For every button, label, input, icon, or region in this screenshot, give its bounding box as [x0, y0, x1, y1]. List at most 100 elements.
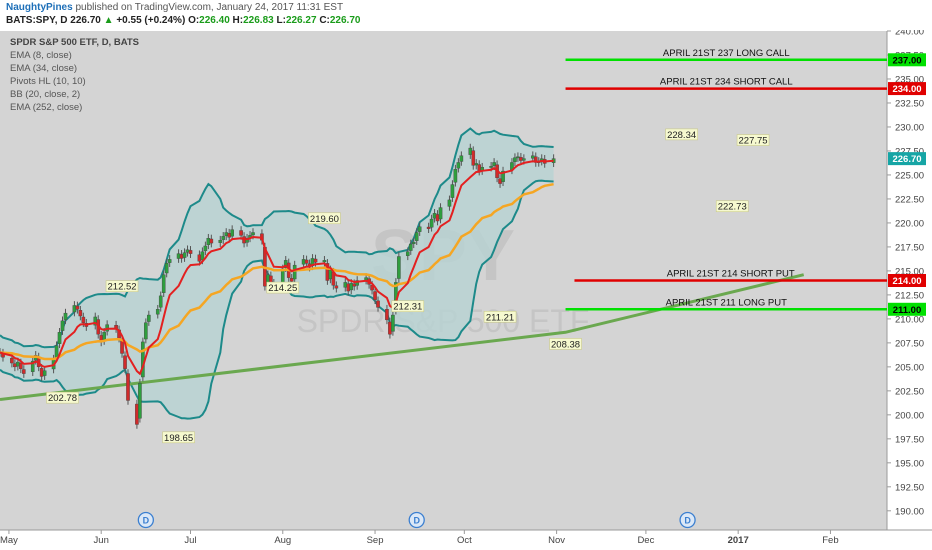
dividend-icon [137, 511, 154, 529]
candle-body [13, 363, 17, 368]
pivot-box [105, 280, 139, 293]
pivot-box [483, 310, 517, 323]
time-axis-labels: May Jun Jul Aug Sep Oct Nov Dec 2017 Feb [0, 530, 839, 546]
bollinger-fill [0, 128, 554, 419]
price-tag [888, 82, 926, 96]
x-tick-label: Oct [457, 535, 472, 546]
price-tag-label: 211.00 [893, 305, 922, 316]
candle-body [19, 362, 23, 369]
y-tick-label: 220.00 [895, 218, 924, 229]
y-tick-label: 197.50 [895, 434, 924, 445]
candle-body [447, 199, 452, 207]
legend-ema34[interactable]: EMA (34, close) [10, 63, 77, 74]
candle-body [197, 254, 202, 262]
ema-34-line [0, 182, 554, 361]
candle-body [158, 295, 163, 308]
candle-body [39, 368, 44, 377]
last-price: 226.70 [70, 15, 101, 26]
candle-body [155, 309, 160, 315]
candle-body [391, 314, 395, 332]
close-label: C: [319, 15, 330, 26]
open-label: O: [188, 15, 200, 26]
y-tick-label: 212.50 [895, 290, 924, 301]
candle-body [164, 263, 169, 274]
pivot-box [391, 300, 425, 313]
legend-bollinger[interactable]: BB (20, close, 2) [10, 89, 80, 100]
candle-body [144, 322, 148, 340]
pivot-box [308, 212, 341, 225]
candle-body [161, 274, 166, 293]
candle-body [438, 207, 443, 220]
y-tick-label: 235.00 [895, 74, 924, 85]
candle-body [224, 232, 229, 236]
ema-252-line [0, 273, 805, 401]
dividend-label: D [413, 516, 420, 526]
legend-ema252[interactable]: EMA (252, close) [10, 102, 82, 113]
legend-ema8[interactable]: EMA (8, close) [10, 50, 72, 61]
x-tick-label: Dec [637, 535, 654, 546]
candle-body [221, 236, 226, 240]
candle-body [456, 162, 461, 169]
price-tag [888, 53, 926, 67]
x-tick-label: Feb [822, 535, 838, 546]
pivot-label: 214.25 [268, 283, 297, 294]
dividend-icon [408, 511, 425, 529]
pivot-label: 211.21 [486, 312, 514, 323]
y-tick-label: 230.00 [895, 122, 924, 133]
legend-pivots[interactable]: Pivots HL (10, 10) [10, 76, 86, 87]
low-value: 226.27 [285, 15, 317, 26]
pivot-box [736, 134, 770, 146]
candle-body [468, 147, 473, 155]
author-link[interactable]: NaughtyPines [6, 2, 73, 13]
level-label: APRIL 21ST 237 LONG CALL [663, 48, 790, 59]
y-tick-label: 207.50 [895, 338, 924, 349]
candle-body [313, 258, 318, 263]
x-tick-label: Aug [274, 535, 291, 546]
candle-body [471, 150, 476, 166]
candle-body [135, 403, 139, 425]
candle-body [185, 249, 190, 253]
ema-252-path [0, 273, 805, 401]
ema-34-path [0, 182, 554, 361]
candle-body [376, 300, 380, 308]
candle-body [81, 316, 86, 323]
candle-body [10, 357, 14, 364]
price-tag-label: 234.00 [892, 84, 921, 95]
candle-body [498, 178, 502, 184]
candle-body [501, 170, 505, 182]
candle-body [349, 283, 354, 291]
candle-body [435, 214, 440, 222]
candle-body [289, 277, 294, 282]
x-tick-label: Sep [367, 535, 384, 546]
x-tick-label: Nov [548, 535, 565, 546]
candle-body [373, 291, 377, 300]
price-tag-label: 226.70 [892, 154, 921, 165]
pivot-label: 198.65 [164, 433, 193, 444]
y-tick-label: 195.00 [895, 458, 924, 469]
candle-body [304, 259, 309, 264]
pivot-box [46, 391, 79, 404]
close-value: 226.70 [329, 15, 361, 26]
pivot-label: 202.78 [48, 393, 77, 404]
candle-body [123, 355, 127, 369]
price-tag [888, 274, 926, 287]
candle-body [42, 370, 47, 376]
ema-8-path [0, 159, 554, 376]
price-chart[interactable]: SPY SPDR S&P 500 ETF APRIL 21ST 237 LONG… [0, 30, 932, 550]
y-tick-label: 210.00 [895, 314, 924, 325]
candle-body [477, 164, 482, 172]
candle-body [30, 360, 35, 372]
y-tick-label: 225.00 [895, 170, 924, 181]
y-tick-label: 200.00 [895, 410, 924, 421]
quote-line: BATS:SPY, D 226.70 ▲ +0.55 (+0.24%) O:22… [6, 14, 360, 27]
y-tick-label: 202.50 [895, 386, 924, 397]
pivot-box [162, 431, 195, 444]
candle-body [453, 168, 458, 183]
candle-body [188, 250, 193, 254]
y-tick-label: 205.00 [895, 362, 924, 373]
candle-body [167, 259, 172, 263]
candle-body [397, 256, 401, 279]
candle-body [209, 238, 214, 244]
candle-body [352, 283, 357, 287]
